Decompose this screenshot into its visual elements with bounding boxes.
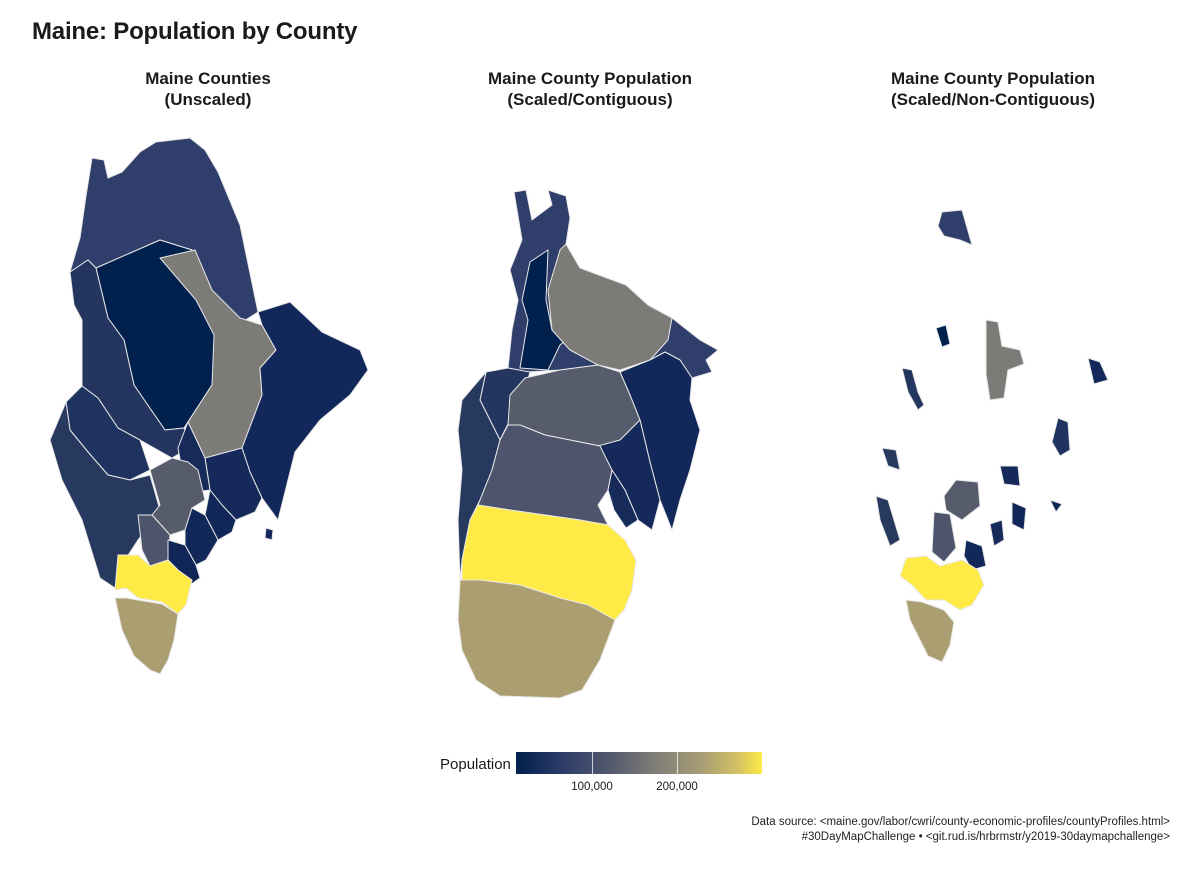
dorling-androscoggin (931, 511, 957, 563)
dorling-york (905, 599, 955, 663)
dorling-kennebec (943, 479, 981, 521)
panel-title-scaled-noncontiguous: Maine County Population (Scaled/Non-Cont… (843, 68, 1143, 110)
map-scaled-noncontiguous (875, 209, 1109, 663)
legend-tick-100k (592, 752, 593, 774)
cartogram-waldo (607, 469, 639, 529)
dorling-piscataquis (935, 324, 951, 348)
cartogram-york (457, 579, 616, 699)
map-unscaled (49, 137, 369, 675)
dorling-hancock (999, 465, 1021, 487)
panel-title-contiguous-line1: Maine County Population (488, 69, 692, 88)
panel-title-unscaled-line1: Maine Counties (145, 69, 271, 88)
dorling-somerset (901, 367, 925, 411)
panel-title-scaled-contiguous: Maine County Population (Scaled/Contiguo… (440, 68, 740, 110)
dorling-waldo (989, 519, 1005, 547)
panel-title-unscaled: Maine Counties (Unscaled) (58, 68, 358, 110)
dorling-knox (1011, 501, 1027, 531)
dorling-aroostook (937, 209, 973, 246)
caption-line-challenge: #30DayMapChallenge • <git.rud.is/hrbrmst… (801, 831, 1170, 843)
dorling-oxford-west (875, 495, 901, 547)
county-york (114, 597, 179, 675)
panel-title-unscaled-line2: (Unscaled) (164, 90, 252, 109)
dorling-lincoln (963, 539, 987, 571)
legend-tick-200k (677, 752, 678, 774)
panel-title-contiguous-line2: (Scaled/Contiguous) (507, 90, 673, 109)
legend-tick-label-200k: 200,000 (656, 781, 698, 793)
dorling-sagadahoc (1049, 499, 1063, 513)
page-title: Maine: Population by County (32, 18, 358, 45)
legend-title: Population (440, 756, 511, 773)
caption-line-source: Data source: <maine.gov/labor/cwri/count… (751, 816, 1170, 828)
county-lincoln (184, 507, 219, 566)
cartogram-penobscot (547, 243, 673, 371)
dorling-washington (1087, 357, 1109, 385)
dorling-cumberland (899, 555, 985, 611)
panel-title-noncontiguous-line2: (Scaled/Non-Contiguous) (891, 90, 1095, 109)
data-source-caption: Data source: <maine.gov/labor/cwri/count… (751, 815, 1170, 845)
county-washington (241, 301, 369, 521)
dorling-oxford (881, 447, 901, 471)
island-1 (264, 527, 274, 541)
panel-title-noncontiguous-line1: Maine County Population (891, 69, 1095, 88)
dorling-franklin (1051, 417, 1071, 457)
cartogram-androscoggin (477, 424, 613, 526)
legend-tick-label-100k: 100,000 (571, 781, 613, 793)
dorling-penobscot (985, 319, 1025, 401)
legend-color-bar (516, 752, 762, 774)
map-scaled-contiguous (457, 189, 719, 699)
county-cumberland (114, 554, 193, 615)
